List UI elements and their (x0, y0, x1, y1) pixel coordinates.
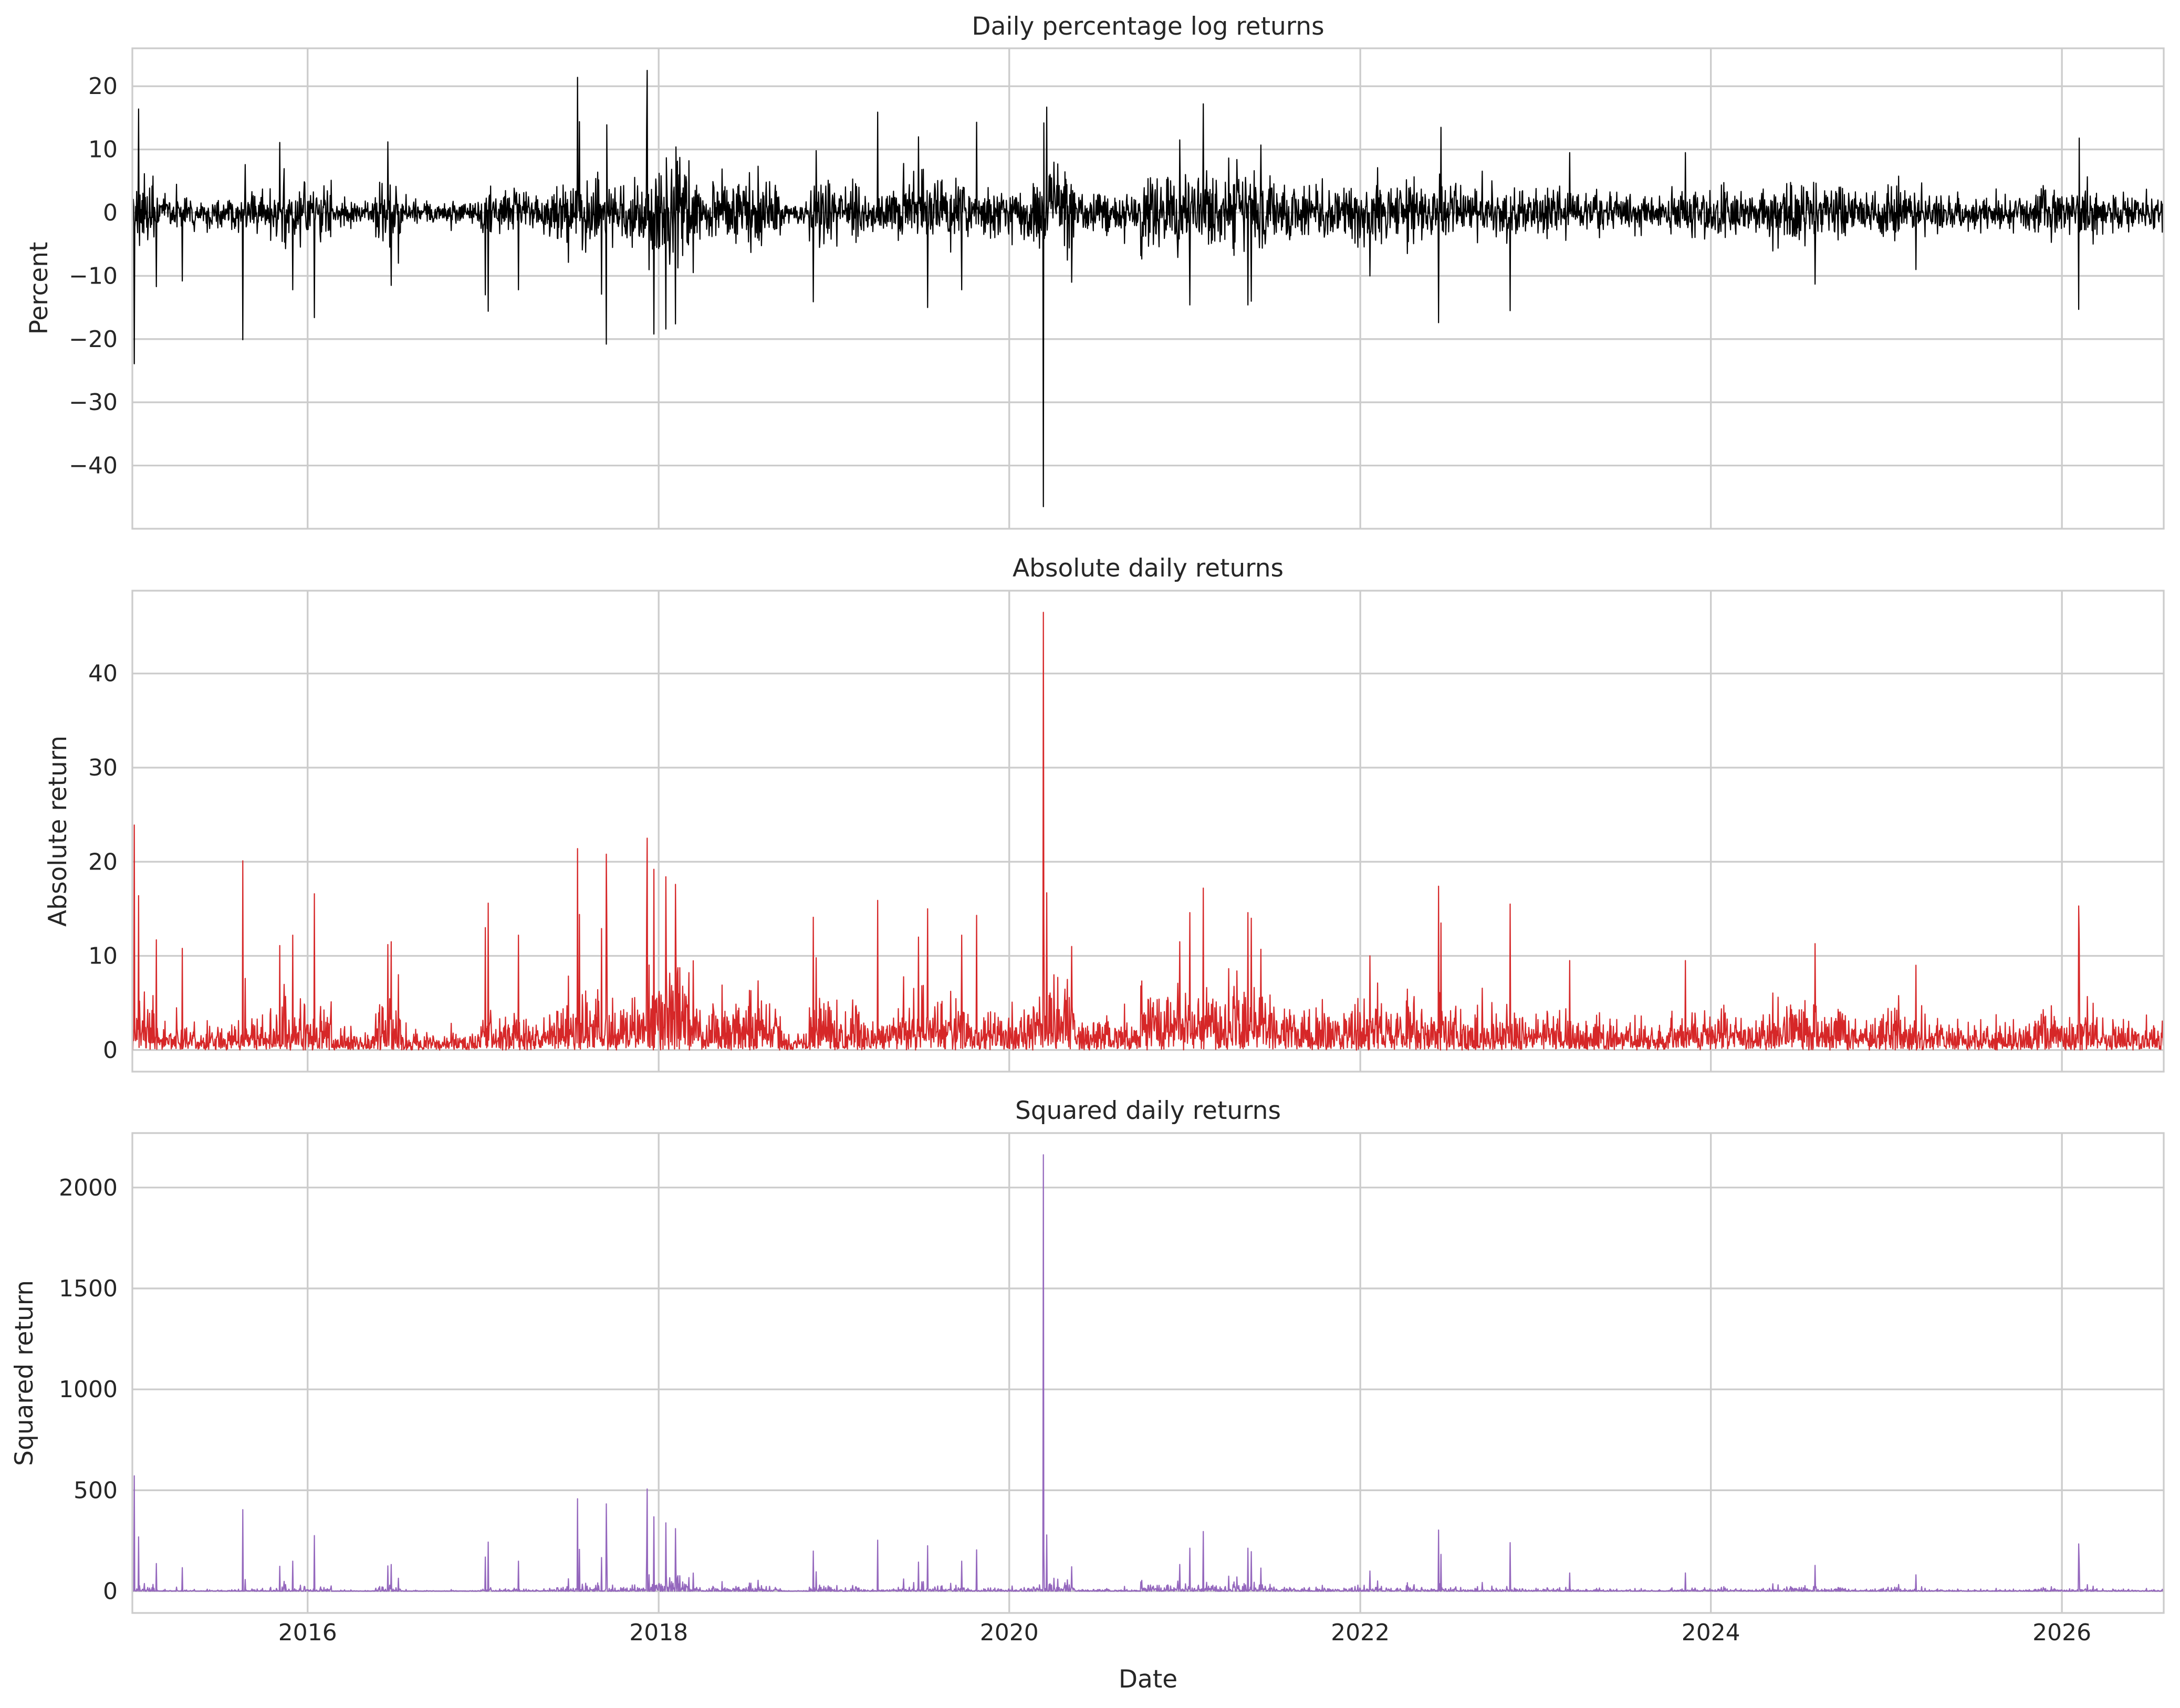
y-axis-label-squared: Squared return (10, 1280, 39, 1466)
series-line-returns (131, 70, 2165, 507)
x-axis-label: Date (1119, 1665, 1177, 1694)
y-tick-label: 20 (88, 848, 118, 875)
y-ticks-squared: 0 500 1000 1500 2000 (59, 1175, 118, 1605)
axes-frame-absolute (131, 590, 2165, 1073)
y-tick-label: 500 (74, 1477, 118, 1504)
x-ticks: 2016 2018 2020 2022 2024 2026 (278, 1619, 2091, 1646)
y-ticks-absolute: 0 10 20 30 40 (88, 661, 118, 1064)
axes-frame-squared (131, 1132, 2165, 1614)
x-tick-label: 2020 (980, 1619, 1039, 1646)
series-line (131, 1154, 2164, 1592)
y-tick-label: 2000 (59, 1175, 118, 1201)
plot-area-returns (132, 48, 2164, 529)
gridlines-absolute (132, 591, 2164, 1072)
panel-returns: 20 10 0 −10 −20 −30 −40 Daily percentage log r… (25, 12, 2165, 530)
x-tick-label: 2016 (278, 1619, 337, 1646)
y-tick-label: −20 (69, 326, 118, 353)
y-axis-label-absolute: Absolute return (44, 736, 72, 927)
panel-title-absolute: Absolute daily returns (1013, 554, 1284, 583)
x-tick-label: 2024 (1682, 1619, 1740, 1646)
y-tick-label: −40 (69, 453, 118, 479)
axes-frame-returns (131, 47, 2165, 530)
series-line-squared (131, 1154, 2164, 1592)
series-line-absolute (131, 612, 2165, 1051)
x-tick-label: 2026 (2032, 1619, 2091, 1646)
panel-title-squared: Squared daily returns (1015, 1096, 1281, 1125)
y-tick-label: 20 (88, 73, 118, 100)
y-tick-label: 1000 (59, 1376, 118, 1403)
panel-squared: 0 500 1000 1500 2000 2016 2018 2020 2022 2024 202… (10, 1096, 2165, 1694)
plot-area-absolute (132, 591, 2164, 1072)
panel-absolute: 0 10 20 30 40 Absolute daily returns Absolut… (44, 554, 2165, 1073)
y-axis-label-returns: Percent (25, 242, 54, 335)
x-tick-label: 2018 (629, 1619, 688, 1646)
y-tick-label: −30 (69, 389, 118, 416)
y-tick-label: 0 (103, 1037, 118, 1064)
y-tick-label: −10 (69, 263, 118, 289)
panel-title-returns: Daily percentage log returns (972, 12, 1324, 41)
y-tick-label: 10 (88, 943, 118, 970)
y-tick-label: 10 (88, 137, 118, 163)
y-tick-label: 1500 (59, 1275, 118, 1302)
x-tick-label: 2022 (1331, 1619, 1390, 1646)
series-line (131, 70, 2165, 507)
plot-area-squared (132, 1133, 2164, 1613)
y-tick-label: 0 (103, 1578, 118, 1605)
series-line (131, 612, 2165, 1051)
y-ticks-returns: 20 10 0 −10 −20 −30 −40 (69, 73, 118, 479)
y-tick-label: 30 (88, 755, 118, 781)
y-tick-label: 40 (88, 661, 118, 687)
y-tick-label: 0 (103, 200, 118, 226)
